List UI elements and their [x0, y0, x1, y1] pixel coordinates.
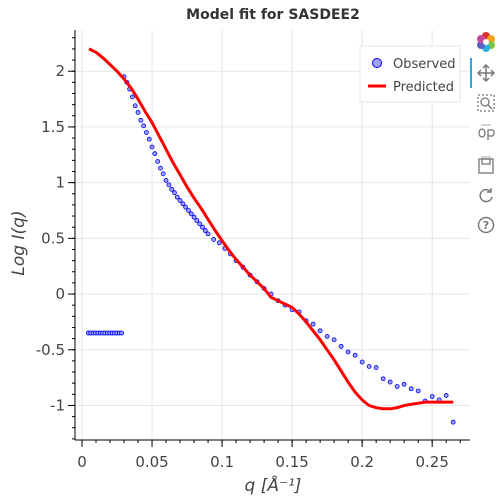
observed-point	[394, 384, 400, 389]
observed-point	[443, 393, 449, 398]
x-tick-label: 0.15	[275, 453, 308, 471]
observed-point	[132, 103, 138, 109]
y-tick-label: 0	[55, 285, 65, 303]
x-tick-label: 0.2	[350, 453, 374, 471]
pan-icon[interactable]	[474, 61, 498, 85]
y-tick-label: 0.5	[41, 229, 65, 247]
legend: Observed Predicted	[359, 45, 461, 103]
observed-point	[200, 224, 205, 230]
observed-point	[152, 151, 158, 157]
x-tick-label: 0.05	[135, 453, 168, 471]
observed-point	[149, 144, 155, 150]
observed-point	[380, 376, 386, 382]
active-tool-indicator	[470, 58, 472, 88]
plot-area[interactable]	[85, 47, 456, 425]
x-tick-label: 0.25	[415, 453, 448, 471]
observed-point	[194, 218, 200, 223]
observed-point	[138, 117, 144, 123]
observed-point	[202, 228, 208, 233]
observed-point	[401, 381, 407, 387]
observed-point	[183, 204, 189, 210]
observed-point	[186, 208, 191, 213]
bokeh-logo-icon[interactable]	[474, 30, 498, 54]
observed-point	[141, 123, 147, 129]
observed-point	[174, 194, 180, 200]
legend-observed-marker	[372, 58, 382, 68]
observed-point	[450, 419, 456, 425]
x-tick-label: 0	[77, 453, 87, 471]
observed-point	[135, 110, 141, 115]
observed-point	[317, 328, 323, 334]
observed-point	[160, 171, 166, 177]
observed-point	[338, 344, 344, 349]
legend-predicted-label: Predicted	[393, 80, 454, 95]
observed-point	[177, 198, 183, 203]
reset-icon[interactable]	[474, 183, 498, 207]
observed-point	[158, 165, 163, 171]
observed-point	[211, 237, 217, 242]
observed-point	[146, 136, 152, 142]
observed-point	[216, 240, 222, 246]
legend-observed-label: Observed	[393, 57, 456, 72]
wheel-zoom-icon[interactable]	[474, 121, 498, 145]
y-tick-label: -1	[50, 396, 65, 414]
observed-point	[345, 349, 351, 355]
observed-point	[352, 352, 358, 358]
observed-point	[373, 365, 379, 370]
observed-point	[408, 386, 414, 392]
help-icon[interactable]: ?	[474, 213, 498, 237]
axes: 0 0.05 0.1 0.15 0.2 0.25 -1 -0.5 0 0.5 1 1.5 2	[36, 30, 470, 471]
observed-point	[166, 182, 172, 188]
y-tick-label: 2	[55, 62, 65, 80]
observed-point	[169, 186, 175, 192]
y-tick-label: 1	[55, 174, 65, 192]
observed-point	[172, 190, 177, 196]
x-tick-label: 0.1	[210, 453, 234, 471]
save-icon[interactable]	[474, 153, 498, 177]
x-axis-label: q [Å⁻¹]	[245, 474, 302, 496]
box-zoom-icon[interactable]	[474, 91, 498, 115]
observed-point	[163, 178, 169, 183]
observed-point	[155, 159, 161, 164]
observed-point	[366, 364, 372, 369]
observed-point	[205, 231, 211, 237]
legend-box	[359, 45, 461, 103]
observed-point	[191, 214, 197, 220]
observed-point	[180, 201, 186, 207]
observed-point	[130, 94, 135, 100]
y-tick-label: 1.5	[41, 118, 65, 136]
y-tick-label: -0.5	[36, 341, 65, 359]
svg-text:?: ?	[483, 219, 489, 232]
observed-point	[310, 321, 316, 327]
chart-title: Model fit for SASDEE2	[186, 7, 360, 23]
observed-point	[119, 330, 125, 336]
observed-point	[188, 211, 194, 217]
observed-point	[324, 333, 330, 339]
observed-point	[429, 394, 435, 399]
observed-point	[359, 359, 365, 365]
predicted-line	[88, 47, 454, 411]
observed-point	[387, 379, 393, 385]
observed-point	[197, 221, 203, 227]
y-axis-label: Log I(q)	[9, 210, 29, 275]
observed-point	[144, 130, 149, 135]
observed-point	[415, 388, 421, 394]
observed-point	[331, 337, 337, 343]
